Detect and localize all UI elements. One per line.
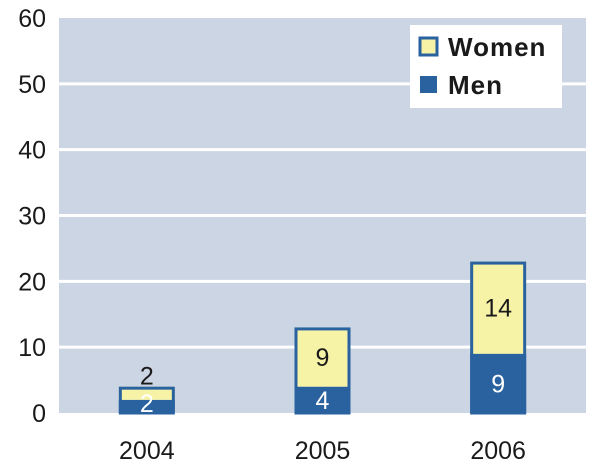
data-label-women: 14	[484, 295, 512, 323]
x-tick-label: 2005	[295, 437, 351, 465]
legend: Women Men	[410, 25, 562, 108]
y-tick-label: 50	[18, 71, 46, 99]
x-tick-label: 2004	[119, 437, 175, 465]
bar-segment-men	[294, 386, 351, 413]
bar-segment-men	[470, 353, 527, 413]
y-tick-label: 20	[18, 268, 46, 296]
y-tick-label: 60	[18, 5, 46, 33]
data-label-men: 9	[491, 370, 505, 398]
y-axis-tick-labels: 0 10 20 30 40 50 60	[18, 5, 46, 428]
y-tick-label: 10	[18, 334, 46, 362]
y-tick-label: 30	[18, 203, 46, 231]
legend-label-men: Men	[448, 70, 503, 100]
data-label-women: 9	[316, 344, 330, 372]
bar-segment-men	[118, 399, 175, 413]
legend-swatch-men	[420, 76, 437, 93]
bar-outline	[470, 261, 527, 415]
y-tick-label: 40	[18, 137, 46, 165]
data-label-men: 4	[316, 387, 330, 415]
bar-segment-women	[294, 327, 351, 387]
x-axis-tick-labels: 2004 2005 2006	[119, 437, 526, 465]
bar-outline	[294, 327, 351, 415]
legend-swatch-women	[418, 36, 439, 57]
bar-segment-women	[470, 261, 527, 354]
bars	[118, 261, 527, 415]
legend-label-women: Women	[448, 32, 546, 62]
data-label-women: 2	[140, 363, 154, 391]
data-labels: 22 4 9 9 14	[140, 295, 512, 418]
bar-outline	[118, 386, 175, 415]
x-tick-label: 2006	[470, 437, 526, 465]
bar-segment-women	[118, 386, 175, 400]
data-label-men: 2	[140, 390, 154, 418]
y-tick-label: 0	[32, 400, 46, 428]
